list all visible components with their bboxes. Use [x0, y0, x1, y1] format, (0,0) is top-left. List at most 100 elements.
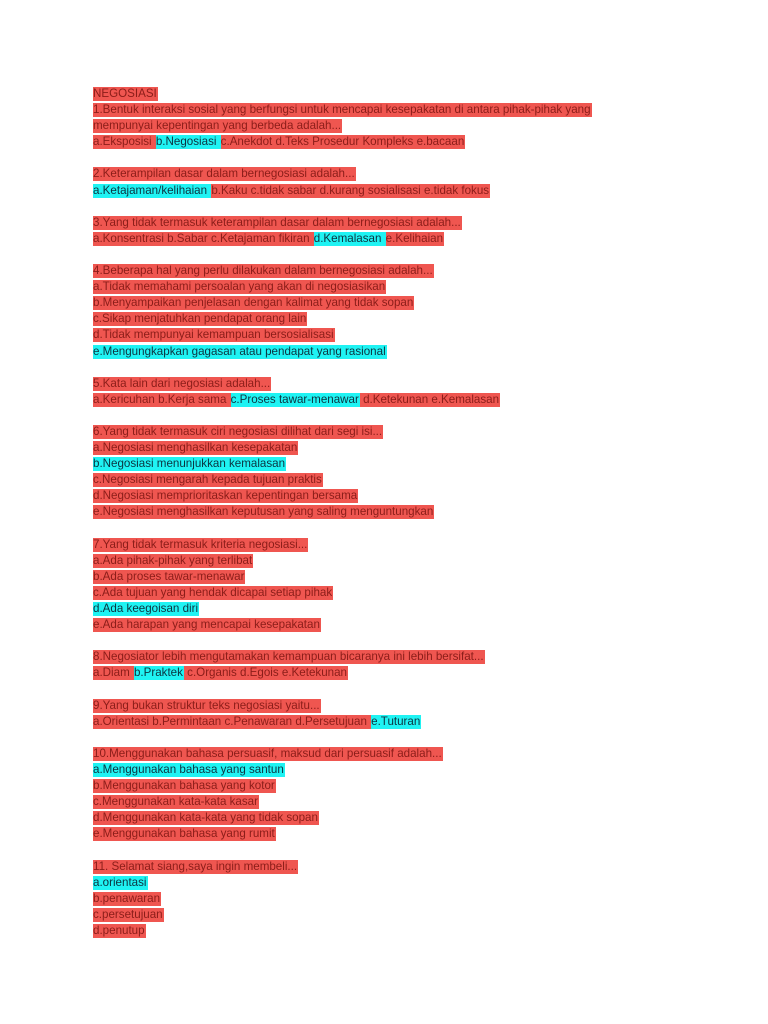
blank-line: [93, 681, 693, 697]
document-body: NEGOSIASI 1.Bentuk interaksi sosial yang…: [93, 86, 693, 939]
answer-line: e.Mengungkapkan gagasan atau pendapat ya…: [93, 344, 693, 360]
answer-line: a.orientasi: [93, 875, 693, 891]
answer-line: c.Menggunakan kata-kata kasar: [93, 794, 693, 810]
answer-line: d.penutup: [93, 923, 693, 939]
answer-line: b.Menyampaikan penjelasan dengan kalimat…: [93, 295, 693, 311]
answer-line: a.Negosiasi menghasilkan kesepakatan: [93, 440, 693, 456]
blank-line: [93, 521, 693, 537]
question-text-line: 9.Yang bukan struktur teks negosiasi yai…: [93, 698, 693, 714]
question-text: 8.Negosiator lebih mengutamakan kemampua…: [93, 650, 485, 665]
question-block: 10.Menggunakan bahasa persuasif, maksud …: [93, 746, 693, 843]
answer-highlight: a.Kericuhan b.Kerja sama: [93, 392, 231, 407]
answer-line: c.Ada tujuan yang hendak dicapai setiap …: [93, 585, 693, 601]
question-block: 6.Yang tidak termasuk ciri negosiasi dil…: [93, 424, 693, 521]
answer-highlight-correct: d.Ada keegoisan diri: [93, 602, 200, 616]
question-text-line: 7.Yang tidak termasuk kriteria negosiasi…: [93, 537, 693, 553]
answer-line: a.Diam b.Praktek c.Organis d.Egois e.Ket…: [93, 665, 693, 681]
answer-highlight: a.Ada pihak-pihak yang terlibat: [93, 553, 254, 568]
answer-highlight: e.Ada harapan yang mencapai kesepakatan: [93, 618, 321, 633]
answer-highlight: e.Kelihaian: [385, 231, 445, 246]
answer-highlight: c.Menggunakan kata-kata kasar: [93, 795, 259, 810]
answer-highlight-correct: a.Menggunakan bahasa yang santun: [93, 762, 285, 777]
question-text: 7.Yang tidak termasuk kriteria negosiasi…: [93, 537, 309, 552]
question-list: 1.Bentuk interaksi sosial yang berfungsi…: [93, 102, 693, 939]
question-block: 2.Keterampilan dasar dalam bernegosiasi …: [93, 166, 693, 198]
answer-line: e.Ada harapan yang mencapai kesepakatan: [93, 617, 693, 633]
answer-highlight: d.penutup: [93, 923, 146, 938]
answer-highlight: d.Negosiasi memprioritaskan kepentingan …: [93, 489, 359, 504]
answer-line: a.Menggunakan bahasa yang santun: [93, 762, 693, 778]
question-text: 4.Beberapa hal yang perlu dilakukan dala…: [93, 264, 434, 279]
question-text-line: 3.Yang tidak termasuk keterampilan dasar…: [93, 215, 693, 231]
question-text-line: 10.Menggunakan bahasa persuasif, maksud …: [93, 746, 693, 762]
answer-highlight: c.Organis d.Egois e.Ketekunan: [183, 666, 348, 681]
question-block: 8.Negosiator lebih mengutamakan kemampua…: [93, 649, 693, 681]
answer-line: a.Ketajaman/kelihaian b.Kaku c.tidak sab…: [93, 183, 693, 199]
answer-line: a.Orientasi b.Permintaan c.Penawaran d.P…: [93, 714, 693, 730]
blank-line: [93, 199, 693, 215]
question-text-line: 2.Keterampilan dasar dalam bernegosiasi …: [93, 166, 693, 182]
answer-line: d.Menggunakan kata-kata yang tidak sopan: [93, 810, 693, 826]
answer-highlight: e.Negosiasi menghasilkan keputusan yang …: [93, 505, 435, 520]
answer-highlight: c.persetujuan: [93, 907, 164, 922]
question-text: 2.Keterampilan dasar dalam bernegosiasi …: [93, 167, 356, 182]
answer-highlight-correct: b.Negosiasi: [155, 135, 221, 150]
question-text: mempunyai kepentingan yang berbeda adala…: [93, 119, 343, 134]
answer-line: c.Sikap menjatuhkan pendapat orang lain: [93, 311, 693, 327]
question-text: 10.Menggunakan bahasa persuasif, maksud …: [93, 746, 443, 761]
answer-line: e.Menggunakan bahasa yang rumit: [93, 826, 693, 842]
answer-highlight: d.Tidak mempunyai kemampuan bersosialisa…: [93, 328, 335, 343]
answer-line: a.Tidak memahami persoalan yang akan di …: [93, 279, 693, 295]
question-text-line: 1.Bentuk interaksi sosial yang berfungsi…: [93, 102, 693, 118]
answer-highlight: d.Ketekunan e.Kemalasan: [359, 392, 501, 407]
question-text: 11. Selamat siang,saya ingin membeli...: [93, 859, 299, 874]
question-block: 11. Selamat siang,saya ingin membeli... a…: [93, 859, 693, 939]
question-text: 6.Yang tidak termasuk ciri negosiasi dil…: [93, 424, 384, 439]
question-text-line: 11. Selamat siang,saya ingin membeli...: [93, 859, 693, 875]
question-text-line: mempunyai kepentingan yang berbeda adala…: [93, 118, 693, 134]
answer-highlight: b.Menyampaikan penjelasan dengan kalimat…: [93, 296, 415, 311]
answer-highlight: c.Sikap menjatuhkan pendapat orang lain: [93, 312, 308, 327]
blank-line: [93, 730, 693, 746]
answer-highlight: e.Menggunakan bahasa yang rumit: [93, 827, 276, 842]
document-title: NEGOSIASI: [93, 87, 158, 101]
blank-line: [93, 150, 693, 166]
answer-highlight: a.Orientasi b.Permintaan c.Penawaran d.P…: [93, 714, 372, 729]
answer-line: d.Ada keegoisan diri: [93, 601, 693, 617]
document-title-line: NEGOSIASI: [93, 86, 693, 102]
answer-highlight: a.Eksposisi: [93, 135, 156, 150]
answer-line: a.Konsentrasi b.Sabar c.Ketajaman fikira…: [93, 231, 693, 247]
answer-line: b.penawaran: [93, 891, 693, 907]
answer-highlight: d.Menggunakan kata-kata yang tidak sopan: [93, 811, 319, 826]
answer-highlight: b.Menggunakan bahasa yang kotor: [93, 779, 276, 794]
question-text-line: 5.Kata lain dari negosiasi adalah...: [93, 376, 693, 392]
question-text: 3.Yang tidak termasuk keterampilan dasar…: [93, 215, 462, 230]
question-block: 1.Bentuk interaksi sosial yang berfungsi…: [93, 102, 693, 150]
blank-line: [93, 408, 693, 424]
answer-line: c.Negosiasi mengarah kepada tujuan prakt…: [93, 472, 693, 488]
question-text-line: 6.Yang tidak termasuk ciri negosiasi dil…: [93, 424, 693, 440]
answer-highlight: b.Ada proses tawar-menawar: [93, 569, 246, 584]
question-text-line: 4.Beberapa hal yang perlu dilakukan dala…: [93, 263, 693, 279]
answer-highlight-correct: a.Ketajaman/kelihaian: [93, 183, 212, 198]
question-block: 9.Yang bukan struktur teks negosiasi yai…: [93, 698, 693, 730]
answer-highlight-correct: b.Praktek: [133, 666, 184, 681]
answer-line: d.Negosiasi memprioritaskan kepentingan …: [93, 488, 693, 504]
answer-highlight: c.Negosiasi mengarah kepada tujuan prakt…: [93, 473, 323, 488]
answer-highlight-correct: a.orientasi: [93, 875, 148, 890]
answer-line: d.Tidak mempunyai kemampuan bersosialisa…: [93, 327, 693, 343]
question-text: 5.Kata lain dari negosiasi adalah...: [93, 376, 272, 391]
answer-highlight: c.Ada tujuan yang hendak dicapai setiap …: [93, 585, 334, 600]
answer-highlight: b.penawaran: [93, 891, 162, 906]
blank-line: [93, 842, 693, 858]
answer-highlight-correct: d.Kemalasan: [313, 231, 386, 246]
answer-highlight: a.Negosiasi menghasilkan kesepakatan: [93, 441, 299, 456]
answer-highlight: a.Diam: [93, 666, 134, 681]
blank-line: [93, 247, 693, 263]
question-block: 4.Beberapa hal yang perlu dilakukan dala…: [93, 263, 693, 360]
blank-line: [93, 633, 693, 649]
answer-line: c.persetujuan: [93, 907, 693, 923]
answer-highlight-correct: c.Proses tawar-menawar: [230, 392, 360, 407]
answer-line: e.Negosiasi menghasilkan keputusan yang …: [93, 504, 693, 520]
answer-highlight: a.Tidak memahami persoalan yang akan di …: [93, 280, 387, 295]
